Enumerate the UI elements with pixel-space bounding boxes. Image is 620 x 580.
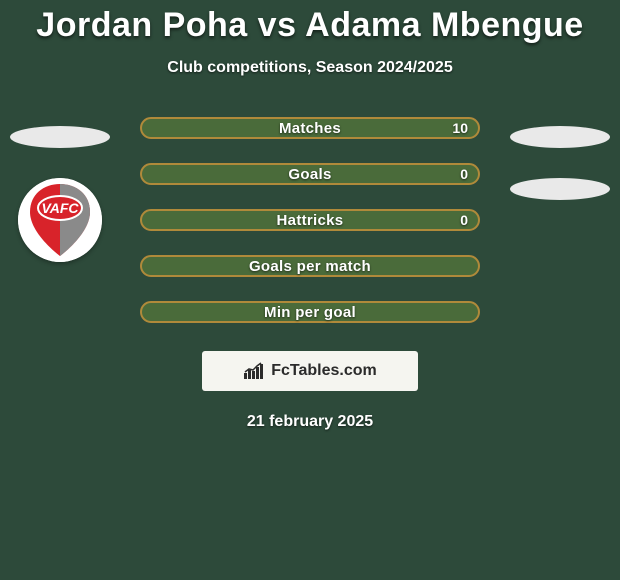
attribution-badge: FcTables.com <box>202 351 418 391</box>
stat-row: Hattricks 0 <box>140 209 480 231</box>
player-right-marker-2 <box>510 178 610 200</box>
player-right-marker-1 <box>510 126 610 148</box>
page-title: Jordan Poha vs Adama Mbengue <box>0 0 620 45</box>
stat-label: Hattricks <box>277 212 344 229</box>
stat-label: Min per goal <box>264 304 356 321</box>
club-logo-svg: VAFC <box>18 178 102 262</box>
club-logo: VAFC <box>18 178 102 262</box>
stat-row: Min per goal <box>140 301 480 323</box>
stat-value-right: 0 <box>460 212 468 228</box>
bars-icon <box>243 362 265 380</box>
stat-label: Matches <box>279 120 341 137</box>
subtitle: Club competitions, Season 2024/2025 <box>0 59 620 77</box>
stat-value-right: 0 <box>460 166 468 182</box>
stat-row: Goals 0 <box>140 163 480 185</box>
stat-value-right: 10 <box>452 120 468 136</box>
stat-label: Goals per match <box>249 258 371 275</box>
stat-row: Goals per match <box>140 255 480 277</box>
attribution-text: FcTables.com <box>271 362 377 380</box>
stat-row: Matches 10 <box>140 117 480 139</box>
date-text: 21 february 2025 <box>0 413 620 431</box>
player-left-marker <box>10 126 110 148</box>
stat-label: Goals <box>288 166 331 183</box>
club-logo-text: VAFC <box>41 200 79 216</box>
